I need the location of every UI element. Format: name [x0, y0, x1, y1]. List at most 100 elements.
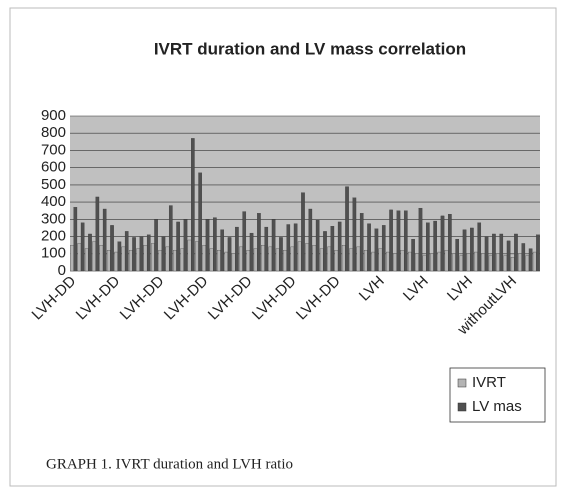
bar: [92, 241, 96, 272]
bar: [180, 248, 184, 272]
bar: [88, 233, 92, 272]
bar: [455, 238, 460, 272]
bar: [330, 226, 335, 272]
bar: [359, 213, 364, 272]
bar: [525, 255, 530, 272]
bar: [440, 215, 445, 272]
bar: [315, 220, 320, 272]
bar: [327, 246, 331, 272]
bar: [345, 186, 349, 272]
bar: [249, 232, 254, 272]
y-tick-label: 100: [41, 245, 66, 262]
bar: [205, 219, 210, 272]
bar: [261, 245, 265, 272]
bar: [231, 253, 236, 272]
y-tick-label: 700: [41, 141, 66, 158]
bar: [352, 197, 357, 272]
bar: [73, 207, 78, 272]
y-tick-label: 200: [41, 228, 66, 245]
bar: [161, 236, 166, 272]
chart-title: IVRT duration and LV mass correlation: [154, 39, 466, 58]
y-tick-label: 0: [58, 262, 66, 279]
bar: [117, 241, 122, 272]
bar: [297, 241, 302, 272]
bar: [418, 207, 423, 272]
bar: [187, 239, 192, 272]
bar: [124, 231, 129, 272]
bar: [521, 243, 526, 272]
frame: [9, 7, 557, 487]
bar: [470, 227, 474, 272]
bar: [102, 208, 107, 272]
bar: [415, 253, 419, 272]
bar: [430, 253, 434, 272]
bar: [474, 251, 478, 272]
bar: [143, 245, 148, 272]
x-tick-label: LVH-DD: [29, 273, 80, 324]
bar: [411, 238, 415, 272]
bar: [466, 253, 471, 272]
bar: [132, 237, 136, 272]
y-tick-label: 900: [41, 107, 66, 124]
bar: [84, 248, 89, 272]
bar: [268, 246, 273, 272]
legend-label: LV mas: [472, 398, 522, 415]
bar: [246, 250, 251, 272]
bar: [381, 225, 386, 272]
bar: [506, 240, 511, 272]
bar: [227, 237, 232, 272]
bar: [209, 248, 214, 272]
bar: [308, 208, 313, 272]
bar: [492, 233, 496, 272]
bar: [514, 233, 518, 272]
bar: [264, 226, 269, 272]
bar: [437, 251, 442, 272]
bar: [154, 219, 158, 272]
bar: [99, 245, 104, 272]
bar: [239, 246, 243, 272]
x-tick-label: LVH-DD: [293, 273, 344, 324]
bar: [510, 257, 515, 272]
bar: [312, 245, 317, 272]
bar: [114, 251, 118, 272]
bar: [77, 243, 82, 272]
bar: [528, 248, 533, 272]
bar: [389, 209, 393, 272]
bar: [532, 251, 537, 272]
legend-box: [449, 367, 546, 423]
bar: [488, 255, 493, 272]
y-tick-label: 800: [41, 124, 66, 141]
bar: [356, 246, 361, 272]
bar: [165, 246, 170, 272]
bar: [195, 241, 199, 272]
bar: [385, 251, 390, 272]
bar: [433, 220, 437, 272]
bar: [271, 219, 276, 272]
bar: [518, 253, 522, 272]
bar: [146, 234, 151, 272]
x-tick-label: LVH: [444, 273, 476, 305]
bar: [422, 255, 427, 272]
bar: [481, 253, 486, 272]
bar: [319, 248, 324, 272]
bar: [371, 251, 375, 272]
bar: [257, 213, 261, 272]
bar: [136, 248, 140, 272]
bar: [448, 214, 452, 272]
bar: [293, 223, 298, 272]
bar: [275, 248, 280, 272]
x-tick-label: LVH-DD: [161, 273, 212, 324]
bar: [213, 217, 217, 272]
x-tick-label: LVH: [356, 273, 388, 305]
bar: [503, 255, 508, 272]
legend-swatch: [457, 402, 467, 412]
bar: [183, 219, 188, 272]
y-tick-label: 500: [41, 176, 66, 193]
bar: [106, 250, 111, 272]
bar: [253, 248, 258, 272]
bar: [367, 223, 371, 272]
x-tick-label: LVH: [400, 273, 432, 305]
bar: [198, 172, 202, 272]
bar: [283, 250, 287, 272]
